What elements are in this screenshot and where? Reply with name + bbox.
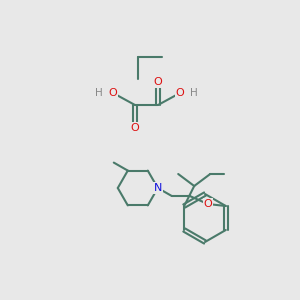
Text: O: O (109, 88, 117, 98)
Text: H: H (190, 88, 198, 98)
Text: O: O (154, 77, 162, 87)
Text: N: N (154, 183, 162, 193)
Text: H: H (95, 88, 103, 98)
Text: O: O (130, 123, 140, 133)
Text: O: O (203, 199, 212, 209)
Text: O: O (176, 88, 184, 98)
